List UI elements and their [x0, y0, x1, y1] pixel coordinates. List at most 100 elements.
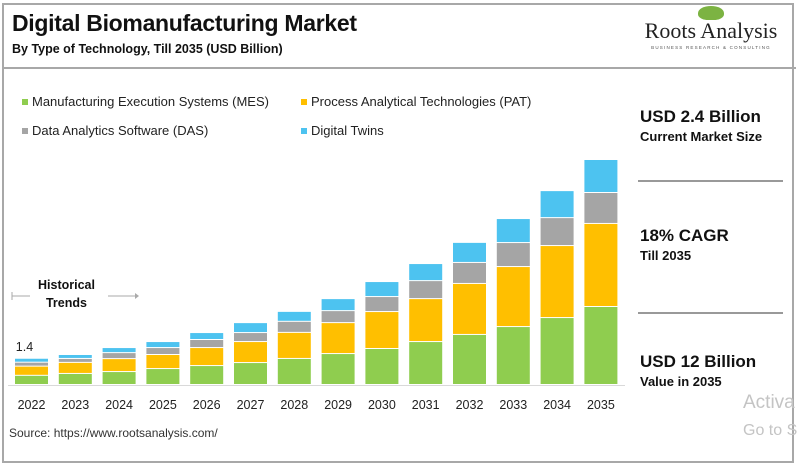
bar-segment-2032-digital-twins: [453, 242, 486, 262]
bar-segment-2027-digital-twins: [234, 323, 267, 333]
chart-title: Digital Biomanufacturing Market: [12, 10, 357, 36]
stacked-bar-chart: 2022 1.4 2023 2024 2025 2026 2027 2028 2029 2030 2…: [8, 160, 625, 412]
bar-segment-2026-digital-twins: [190, 333, 224, 339]
bar-segment-2033-pat: [496, 267, 530, 327]
legend-item-digital-twins: Digital Twins: [301, 123, 384, 138]
logo-name: Roots Analysis: [644, 18, 778, 43]
bar-segment-2022-das: [15, 362, 48, 366]
tree-icon: [698, 6, 724, 20]
legend-swatch-digital-twins: [301, 127, 307, 134]
bar-segment-2026-das: [190, 340, 224, 348]
bar-segment-2023-pat: [58, 362, 92, 373]
bar-segment-2029-das: [321, 311, 355, 323]
bar-segment-2028-mes: [277, 358, 311, 384]
bar-segment-2034-digital-twins: [540, 191, 574, 218]
legend-label: Data Analytics Software (DAS): [32, 123, 209, 138]
bar-segment-2027-mes: [234, 363, 267, 384]
bar-segment-2022-pat: [15, 366, 48, 375]
bar-segment-2033-digital-twins: [496, 219, 530, 243]
x-tick-label: 2035: [587, 398, 615, 412]
bar-segment-2024-mes: [102, 372, 136, 384]
chart-subtitle: By Type of Technology, Till 2035 (USD Bi…: [12, 42, 283, 56]
x-tick-label: 2034: [543, 398, 571, 412]
x-tick-label: 2026: [193, 398, 221, 412]
kpi-divider: [638, 312, 783, 314]
bar-segment-2031-das: [409, 281, 443, 299]
bar-segment-2029-digital-twins: [321, 299, 355, 311]
bar-segment-2022-mes: [15, 375, 48, 384]
kpi-current-market-size: USD 2.4 Billion Current Market Size: [640, 107, 762, 144]
bar-segment-2033-mes: [496, 327, 530, 384]
x-tick-label: 2022: [18, 398, 46, 412]
data-label: 1.4: [16, 340, 33, 354]
roots-analysis-logo: Roots Analysis BUSINESS RESEARCH & CONSU…: [636, 6, 786, 50]
bar-segment-2028-das: [277, 321, 311, 332]
historical-line1: Historical: [38, 278, 95, 292]
legend-label: Process Analytical Technologies (PAT): [311, 94, 532, 109]
historical-trends-label: Historical Trends: [38, 276, 95, 312]
bar-segment-2035-pat: [584, 223, 618, 306]
header-divider: [2, 67, 796, 69]
bar-segment-2026-pat: [190, 348, 224, 366]
legend-label: Manufacturing Execution Systems (MES): [32, 94, 269, 109]
bar-segment-2024-digital-twins: [102, 348, 136, 353]
kpi-value: 18% CAGR: [640, 226, 729, 245]
bar-segment-2030-digital-twins: [365, 282, 399, 297]
bar-segment-2024-das: [102, 353, 136, 359]
bar-segment-2031-digital-twins: [409, 264, 443, 281]
legend-swatch-das: [22, 127, 28, 134]
kpi-label: Current Market Size: [640, 129, 763, 144]
bar-segment-2032-mes: [453, 334, 486, 384]
arrow-head-icon: [135, 293, 139, 299]
bar-segment-2025-das: [146, 348, 180, 354]
legend-swatch-mes: [22, 98, 28, 105]
kpi-divider: [638, 180, 783, 182]
x-tick-label: 2028: [280, 398, 308, 412]
legend-item-mes: Manufacturing Execution Systems (MES): [22, 94, 269, 109]
bar-segment-2032-pat: [453, 283, 486, 334]
bar-segment-2023-das: [58, 358, 92, 362]
bar-segment-2032-das: [453, 262, 486, 283]
legend-swatch-pat: [301, 98, 307, 105]
kpi-label: Value in 2035: [640, 374, 722, 389]
x-tick-label: 2031: [412, 398, 440, 412]
legend-item-das: Data Analytics Software (DAS): [22, 123, 208, 138]
kpi-value: USD 2.4 Billion: [640, 107, 761, 126]
x-tick-label: 2024: [105, 398, 133, 412]
bar-segment-2030-mes: [365, 349, 399, 384]
bar-segment-2026-mes: [190, 366, 224, 384]
kpi-value: USD 12 Billion: [640, 352, 757, 371]
bar-segment-2029-pat: [321, 323, 355, 354]
source-text: Source: https://www.rootsanalysis.com/: [9, 426, 218, 440]
bar-segment-2033-das: [496, 243, 530, 267]
bar-segment-2023-digital-twins: [58, 355, 92, 358]
bar-segment-2034-pat: [540, 246, 574, 318]
kpi-cagr: 18% CAGR Till 2035: [640, 226, 729, 263]
bar-segment-2034-mes: [540, 318, 574, 384]
x-tick-label: 2025: [149, 398, 177, 412]
bar-segment-2028-pat: [277, 332, 311, 358]
bar-segment-2035-das: [584, 193, 618, 223]
bar-segment-2029-mes: [321, 354, 355, 384]
bar-segment-2035-mes: [584, 307, 618, 384]
x-tick-label: 2033: [499, 398, 527, 412]
bar-segment-2027-pat: [234, 342, 267, 363]
x-tick-label: 2032: [456, 398, 484, 412]
bar-segment-2025-mes: [146, 369, 180, 384]
bar-segment-2030-pat: [365, 312, 399, 348]
legend-label: Digital Twins: [311, 123, 384, 138]
x-tick-label: 2030: [368, 398, 396, 412]
kpi-value-2035: USD 12 Billion Value in 2035: [640, 352, 756, 389]
x-tick-label: 2027: [237, 398, 265, 412]
bar-segment-2025-pat: [146, 355, 180, 369]
bar-segment-2022-digital-twins: [15, 358, 48, 362]
bar-segment-2027-das: [234, 333, 267, 342]
bar-segment-2034-das: [540, 218, 574, 246]
legend-item-pat: Process Analytical Technologies (PAT): [301, 94, 531, 109]
bar-segment-2025-digital-twins: [146, 342, 180, 348]
logo-tagline: BUSINESS RESEARCH & CONSULTING: [651, 45, 771, 50]
activation-watermark-sub: Go to S: [743, 422, 798, 439]
x-tick-label: 2029: [324, 398, 352, 412]
bar-segment-2035-digital-twins: [584, 160, 618, 192]
bar-segment-2030-das: [365, 297, 399, 312]
